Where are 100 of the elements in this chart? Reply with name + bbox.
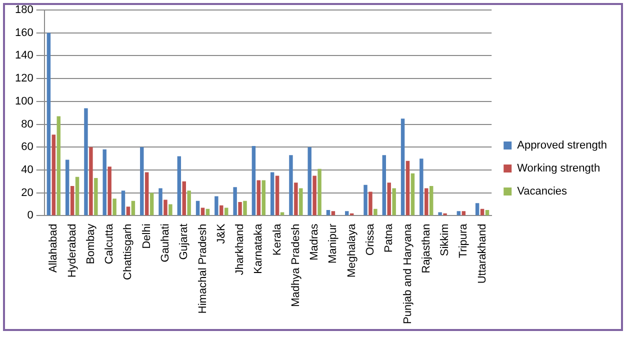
bar [89,147,93,216]
legend-label: Vacancies [517,186,568,198]
bar [345,211,349,216]
bar [289,155,293,216]
bar [406,160,410,216]
bar [318,168,322,216]
bar [475,203,480,216]
bar [121,190,126,216]
bar [46,32,51,216]
bar [238,202,242,216]
y-tick-label: 140 [14,50,34,62]
x-tick-label: Orissa [364,222,377,256]
bar [164,200,168,216]
bar [187,190,191,216]
bar [233,187,237,216]
bar [196,200,200,216]
legend-label: Working strength [517,162,600,175]
x-tick-label: Sikkim [439,224,452,256]
y-tick-label: 100 [14,95,34,108]
x-tick-label: Karnataka [252,222,265,274]
bar [112,198,116,216]
y-tick-label: 0 [27,210,34,222]
x-tick-label: Tripura [458,222,470,258]
x-tick-label: Gujarat [178,224,190,260]
x-tick-label: Bombay [84,223,97,264]
x-tick-label: Calcutta [104,222,116,264]
bar [224,208,228,216]
bar [420,158,424,216]
x-tick-label: Allahabad [48,224,60,273]
bar [387,182,391,216]
x-tick-label: Uttarakhand [476,224,488,284]
bar [429,186,434,216]
bar [140,147,144,216]
bar [65,160,70,216]
bar [126,206,130,216]
bar [331,211,336,216]
bar [299,188,303,216]
bar [144,172,149,216]
bar [177,156,182,216]
bar [214,196,218,216]
bar [75,176,80,216]
legend-label: Approved strength [517,140,607,152]
bar [102,149,106,216]
bar [52,134,56,216]
bar [456,211,461,216]
bar [262,180,266,216]
x-tick-label: Chattisgarh [122,224,134,280]
bar [168,204,172,216]
bar [270,172,274,216]
x-tick-label: Punjab and Haryana [402,222,414,324]
bar [485,210,490,216]
bar [220,205,224,216]
x-tick-label: J&K [215,223,228,244]
x-tick-label: Madhya Pradesh [290,224,302,307]
y-tick-label: 120 [14,72,34,85]
bar [70,186,74,216]
bar [364,184,368,216]
x-tick-label: Meghalaya [346,222,358,278]
y-tick-label: 40 [21,164,34,176]
y-tick-label: 20 [21,186,34,199]
bar [158,188,162,216]
bar [200,208,205,216]
x-tick-label: Himachal Pradesh [196,224,209,314]
x-tick-label: Hyderabad [66,224,78,278]
bar [382,155,386,216]
bar [368,192,372,216]
bar [94,178,98,216]
x-tick-label: Jharkhand [234,224,246,276]
x-tick-label: Delhi [140,224,153,249]
bar [252,146,256,216]
x-tick-label: Kerala [271,222,284,256]
bar [243,200,247,216]
bar [182,181,186,216]
x-tick-label: Madras [308,223,321,260]
bar [294,182,298,216]
bar [400,118,405,216]
bar [150,192,154,216]
y-tick-label: 60 [21,141,34,154]
bar [256,180,261,216]
bar [438,212,442,216]
x-tick-label: Patna [383,222,396,252]
y-tick-label: 180 [14,4,34,16]
bar [462,211,466,216]
y-tick-label: 80 [21,118,34,130]
bar [84,108,88,216]
bar [312,176,316,216]
bar [275,176,280,216]
bar [392,188,396,216]
y-tick-label: 160 [14,26,34,39]
bar [410,173,415,216]
bar [308,147,312,216]
bar [108,166,112,216]
bar [374,208,378,216]
bar [326,210,330,216]
x-tick-label: Manipur [327,223,340,264]
bar [56,116,61,216]
x-tick-label: Gauhati [160,224,172,262]
bar [131,200,136,216]
x-tick-label: Rajasthan [420,224,432,274]
bar [424,188,428,216]
